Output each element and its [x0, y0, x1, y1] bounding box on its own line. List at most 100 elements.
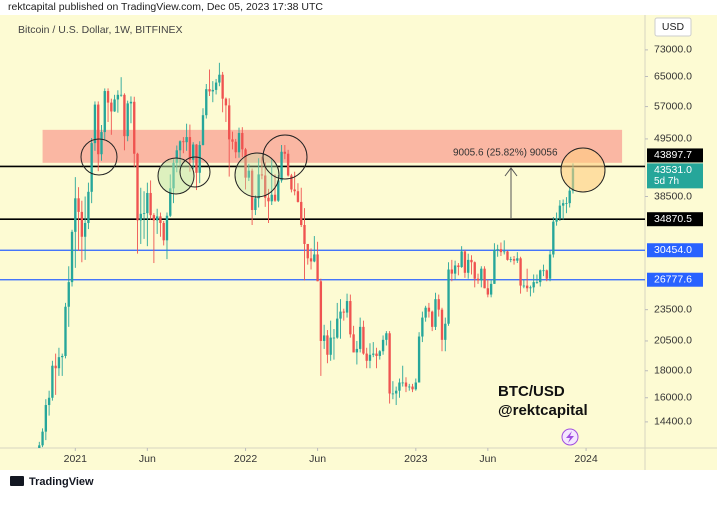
candle-body: [408, 386, 411, 388]
candle-body: [522, 285, 526, 287]
y-tick-label: 65000.0: [654, 70, 692, 82]
y-tick-label: 23500.0: [654, 303, 692, 315]
candle-body: [319, 281, 323, 341]
y-tick-label: 16000.0: [654, 392, 692, 404]
candle-body: [316, 254, 319, 282]
chart-area: [0, 15, 717, 470]
candle-body: [57, 357, 61, 369]
candle-body: [234, 141, 237, 153]
y-tick-label: 49500.0: [654, 133, 692, 145]
highlight-circle: [179, 156, 211, 188]
candle-body: [503, 251, 506, 253]
candle-body: [188, 137, 192, 160]
candle-body: [178, 141, 182, 151]
candle-body: [322, 335, 326, 341]
candle-body: [231, 139, 234, 142]
candle-body: [283, 151, 287, 154]
candle-body: [440, 309, 444, 340]
resistance-zone: [42, 129, 623, 163]
axes: 73000.0 65000.0 57000.0 49500.0 38500.0 23500…: [64, 44, 703, 465]
candle-body: [480, 268, 483, 281]
candle-body: [362, 326, 365, 354]
candle-body: [398, 382, 401, 391]
last-price-box: [647, 163, 703, 189]
countdown: 5d 7h: [654, 176, 679, 187]
candle-body: [375, 353, 378, 356]
x-tick-label: Jun: [479, 453, 496, 465]
currency-box: [654, 17, 692, 37]
candle-body: [434, 299, 437, 327]
candle-body: [237, 132, 241, 153]
candle-body: [169, 188, 172, 216]
candle-body: [162, 222, 165, 241]
level-label-box: [647, 148, 703, 163]
candle-body: [201, 115, 205, 146]
candle-body: [136, 153, 139, 221]
candle-body: [542, 270, 545, 272]
candle-body: [349, 301, 352, 335]
candle-body: [113, 99, 116, 112]
candle-body: [159, 216, 162, 223]
last-price-label: 43531.0: [654, 164, 692, 176]
highlight-circle: [560, 147, 606, 193]
candle-body: [293, 189, 296, 192]
candle-body: [47, 397, 51, 406]
lightning-icon: [566, 431, 574, 443]
candle-body: [198, 145, 201, 173]
candle-body: [273, 194, 277, 201]
candle-body: [565, 203, 568, 204]
symbol-title: Bitcoin / U.S. Dollar, 1W, BITFINEX: [18, 24, 183, 36]
x-tick-label: Jun: [139, 453, 156, 465]
logo-icon: [10, 476, 24, 486]
candle-body: [165, 215, 169, 241]
candle-body: [535, 282, 539, 283]
candle-body: [329, 337, 332, 355]
candle-body: [352, 334, 355, 353]
candle-body: [106, 91, 110, 103]
candle-body: [381, 339, 385, 352]
candle-body: [260, 174, 264, 176]
candle-body: [116, 94, 120, 100]
candle-body: [221, 74, 224, 99]
candle-body: [185, 137, 188, 143]
x-tick-label: 2023: [404, 453, 428, 465]
candle-body: [110, 102, 113, 112]
candle-body: [509, 259, 512, 260]
candle-body: [561, 203, 565, 206]
candle-body: [476, 278, 480, 281]
candle-body: [539, 270, 542, 283]
candle-body: [74, 198, 77, 232]
y-tick-label: 38500.0: [654, 190, 692, 202]
candle-body: [119, 94, 123, 96]
measure-label: 9005.6 (25.82%) 90056: [453, 148, 558, 159]
y-tick-label: 18000.0: [654, 365, 692, 377]
candle-body: [463, 251, 467, 273]
candle-body: [388, 333, 391, 394]
candle-body: [100, 132, 103, 155]
candle-body: [483, 268, 486, 289]
candle-body: [555, 218, 558, 222]
y-tick-label: 14400.0: [654, 416, 692, 428]
x-tick-label: 2024: [574, 453, 598, 465]
watermark: BTC/USD: [498, 383, 565, 400]
candle-body: [38, 445, 41, 448]
candle-body: [417, 336, 421, 383]
candle-body: [267, 197, 270, 202]
candle-body: [103, 91, 106, 133]
plot: [0, 62, 645, 448]
candle-body: [214, 82, 218, 90]
candle-body: [372, 353, 375, 355]
candle-body: [545, 270, 548, 279]
candle-body: [342, 311, 345, 313]
candle-body: [404, 382, 408, 387]
candle-body: [411, 386, 414, 390]
level-label-box: [647, 212, 703, 227]
candle-body: [339, 311, 342, 319]
candle-body: [512, 259, 516, 261]
candle-body: [365, 353, 368, 361]
candle-body: [90, 143, 93, 192]
candle-body: [444, 323, 447, 340]
candle-body: [506, 251, 509, 260]
highlight-circle: [262, 134, 308, 180]
